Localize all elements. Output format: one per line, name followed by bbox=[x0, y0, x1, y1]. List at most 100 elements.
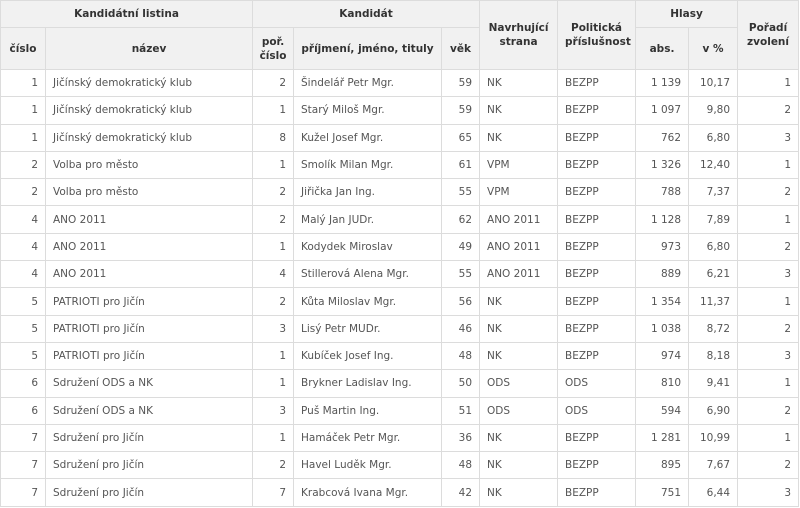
cell-political-affiliation: BEZPP bbox=[557, 341, 637, 371]
cell-list-number: 1 bbox=[0, 123, 46, 152]
cell-political-affiliation: BEZPP bbox=[557, 178, 637, 207]
cell-proposing-party: NK bbox=[479, 123, 559, 152]
cell-candidate-order: 1 bbox=[252, 369, 295, 398]
cell-candidate-order: 2 bbox=[252, 178, 295, 207]
cell-list-number: 5 bbox=[0, 287, 46, 316]
cell-votes-abs: 895 bbox=[635, 451, 690, 480]
header-candidate-name: příjmení, jméno, tituly bbox=[293, 27, 443, 70]
cell-political-affiliation: BEZPP bbox=[557, 205, 637, 234]
cell-list-name: PATRIOTI pro Jičín bbox=[44, 341, 254, 371]
cell-votes-pct: 6,21 bbox=[688, 260, 739, 289]
table-row: 1 Jičínský demokratický klub 2 Šindelář Pet… bbox=[0, 68, 800, 98]
cell-age: 46 bbox=[441, 314, 481, 343]
cell-candidate-order: 2 bbox=[252, 287, 295, 316]
header-candidate-list: Kandidátní listina bbox=[0, 0, 254, 28]
cell-candidate-name: Kužel Josef Mgr. bbox=[293, 123, 443, 152]
cell-list-number: 7 bbox=[0, 478, 46, 507]
cell-election-order: 2 bbox=[737, 178, 800, 207]
cell-list-name: Jičínský demokratický klub bbox=[44, 123, 254, 152]
table-row: 5 PATRIOTI pro Jičín 2 Kůta Miloslav Mgr. 56… bbox=[0, 287, 800, 316]
cell-election-order: 1 bbox=[737, 369, 800, 398]
table-row: 5 PATRIOTI pro Jičín 1 Kubíček Josef Ing. 48… bbox=[0, 341, 800, 371]
cell-list-name: ANO 2011 bbox=[44, 205, 254, 234]
cell-votes-pct: 6,44 bbox=[688, 478, 739, 507]
cell-list-name: Volba pro město bbox=[44, 150, 254, 180]
cell-election-order: 3 bbox=[737, 123, 800, 152]
cell-candidate-order: 2 bbox=[252, 68, 295, 98]
cell-candidate-order: 3 bbox=[252, 396, 295, 425]
cell-political-affiliation: BEZPP bbox=[557, 287, 637, 316]
cell-election-order: 1 bbox=[737, 423, 800, 453]
cell-votes-pct: 10,99 bbox=[688, 423, 739, 453]
cell-votes-abs: 1 354 bbox=[635, 287, 690, 316]
cell-candidate-name: Malý Jan JUDr. bbox=[293, 205, 443, 234]
cell-votes-pct: 10,17 bbox=[688, 68, 739, 98]
cell-age: 61 bbox=[441, 150, 481, 180]
cell-political-affiliation: BEZPP bbox=[557, 150, 637, 180]
cell-list-name: Sdružení pro Jičín bbox=[44, 478, 254, 507]
table-row: 1 Jičínský demokratický klub 8 Kužel Josef … bbox=[0, 123, 800, 152]
header-list-number: číslo bbox=[0, 27, 46, 70]
cell-election-order: 3 bbox=[737, 478, 800, 507]
header-list-name: název bbox=[44, 27, 254, 70]
cell-list-number: 4 bbox=[0, 205, 46, 234]
cell-list-name: Volba pro město bbox=[44, 178, 254, 207]
cell-age: 56 bbox=[441, 287, 481, 316]
cell-list-number: 1 bbox=[0, 68, 46, 98]
cell-list-name: Sdružení ODS a NK bbox=[44, 369, 254, 398]
cell-candidate-name: Kodydek Miroslav bbox=[293, 232, 443, 262]
table-row: 4 ANO 2011 2 Malý Jan JUDr. 62 ANO 2011 BEZPP 1… bbox=[0, 205, 800, 234]
cell-candidate-name: Havel Luděk Mgr. bbox=[293, 451, 443, 480]
cell-election-order: 3 bbox=[737, 260, 800, 289]
cell-political-affiliation: BEZPP bbox=[557, 96, 637, 125]
cell-age: 36 bbox=[441, 423, 481, 453]
cell-list-number: 6 bbox=[0, 369, 46, 398]
cell-proposing-party: ODS bbox=[479, 369, 559, 398]
cell-age: 59 bbox=[441, 68, 481, 98]
cell-political-affiliation: BEZPP bbox=[557, 123, 637, 152]
cell-list-number: 6 bbox=[0, 396, 46, 425]
cell-candidate-name: Krabcová Ivana Mgr. bbox=[293, 478, 443, 507]
cell-political-affiliation: ODS bbox=[557, 396, 637, 425]
cell-candidate-name: Stillerová Alena Mgr. bbox=[293, 260, 443, 289]
cell-votes-abs: 1 281 bbox=[635, 423, 690, 453]
cell-election-order: 2 bbox=[737, 396, 800, 425]
table-row: 5 PATRIOTI pro Jičín 3 Lisý Petr MUDr. 46 NK B… bbox=[0, 314, 800, 343]
table-row: 2 Volba pro město 2 Jiřička Jan Ing. 55 VPM BE… bbox=[0, 178, 800, 207]
cell-votes-abs: 788 bbox=[635, 178, 690, 207]
cell-proposing-party: ANO 2011 bbox=[479, 260, 559, 289]
cell-political-affiliation: BEZPP bbox=[557, 423, 637, 453]
cell-list-number: 7 bbox=[0, 423, 46, 453]
table-row: 6 Sdružení ODS a NK 3 Puš Martin Ing. 51 ODS O… bbox=[0, 396, 800, 425]
cell-list-number: 2 bbox=[0, 178, 46, 207]
cell-candidate-order: 7 bbox=[252, 478, 295, 507]
cell-election-order: 1 bbox=[737, 150, 800, 180]
cell-list-number: 1 bbox=[0, 96, 46, 125]
cell-candidate-name: Šindelář Petr Mgr. bbox=[293, 68, 443, 98]
table-row: 7 Sdružení pro Jičín 2 Havel Luděk Mgr. 48 NK… bbox=[0, 451, 800, 480]
header-votes-pct: v % bbox=[688, 27, 739, 70]
cell-proposing-party: NK bbox=[479, 68, 559, 98]
cell-candidate-order: 2 bbox=[252, 451, 295, 480]
cell-proposing-party: NK bbox=[479, 423, 559, 453]
cell-votes-pct: 9,80 bbox=[688, 96, 739, 125]
cell-election-order: 1 bbox=[737, 205, 800, 234]
cell-proposing-party: NK bbox=[479, 287, 559, 316]
cell-candidate-order: 1 bbox=[252, 423, 295, 453]
cell-proposing-party: VPM bbox=[479, 178, 559, 207]
cell-candidate-name: Puš Martin Ing. bbox=[293, 396, 443, 425]
cell-list-name: PATRIOTI pro Jičín bbox=[44, 287, 254, 316]
cell-votes-abs: 889 bbox=[635, 260, 690, 289]
cell-candidate-order: 3 bbox=[252, 314, 295, 343]
cell-proposing-party: ANO 2011 bbox=[479, 232, 559, 262]
cell-list-name: Sdružení ODS a NK bbox=[44, 396, 254, 425]
cell-age: 65 bbox=[441, 123, 481, 152]
cell-political-affiliation: BEZPP bbox=[557, 314, 637, 343]
cell-candidate-name: Smolík Milan Mgr. bbox=[293, 150, 443, 180]
cell-votes-abs: 973 bbox=[635, 232, 690, 262]
cell-age: 55 bbox=[441, 260, 481, 289]
cell-votes-abs: 762 bbox=[635, 123, 690, 152]
cell-votes-pct: 7,37 bbox=[688, 178, 739, 207]
table-row: 2 Volba pro město 1 Smolík Milan Mgr. 61 VPM B… bbox=[0, 150, 800, 180]
